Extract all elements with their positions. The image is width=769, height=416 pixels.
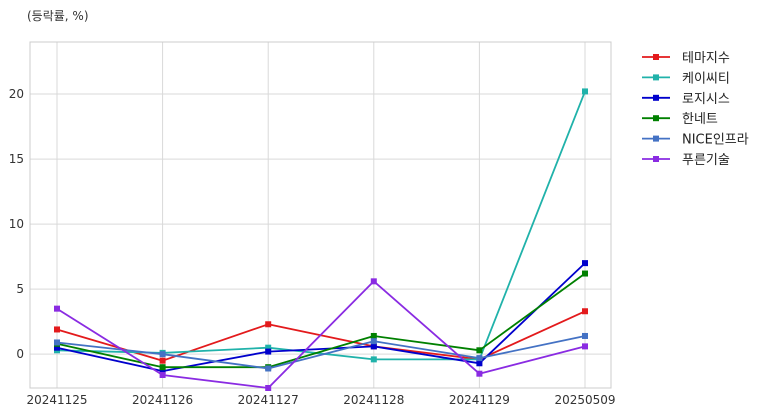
series-2 [54, 88, 588, 363]
x-tick-label: 20241125 [26, 393, 87, 407]
data-point [370, 356, 377, 363]
data-point [159, 364, 166, 371]
y-axis-ticks: 0 5 10 15 20 [9, 87, 24, 361]
legend-label: 로지시스 [682, 92, 730, 107]
data-point [582, 332, 588, 339]
y-tick-label: 10 [9, 217, 24, 231]
data-point [159, 357, 166, 364]
data-point [370, 343, 377, 350]
legend-item: 한네트 [642, 112, 718, 127]
data-point [582, 88, 588, 95]
plot-frame [29, 41, 612, 389]
data-point [476, 360, 483, 367]
data-point [370, 332, 377, 339]
series-line [56, 91, 586, 361]
data-point [265, 365, 272, 372]
data-point [159, 351, 166, 358]
legend-item: NICE인프라 [642, 133, 749, 148]
series-line [56, 280, 586, 389]
series-line [56, 262, 586, 373]
x-tick-label: 20241129 [449, 393, 510, 407]
y-tick-label: 20 [9, 87, 24, 101]
series-line [56, 335, 586, 370]
legend-item: 케이씨티 [642, 71, 730, 86]
unit-label: (등락률, %) [27, 9, 89, 23]
legend-label: 한네트 [682, 112, 718, 127]
legend-item: 로지시스 [642, 92, 730, 107]
data-point [265, 344, 272, 351]
data-point [582, 260, 588, 267]
data-point [265, 348, 272, 355]
data-point [582, 270, 588, 277]
data-point [582, 343, 588, 350]
data-point [370, 278, 377, 285]
x-tick-label: 20241128 [343, 393, 404, 407]
legend-swatch-marker [653, 135, 659, 142]
data-point [370, 338, 377, 345]
data-point [265, 385, 272, 391]
legend-label: 푸른기술 [682, 153, 730, 168]
grid [30, 42, 611, 388]
data-point [476, 355, 483, 362]
data-point [54, 344, 60, 351]
data-point [54, 326, 60, 333]
data-point [265, 321, 272, 328]
legend-label: NICE인프라 [682, 133, 749, 148]
data-point [54, 339, 60, 346]
x-tick-label: 20241127 [238, 393, 299, 407]
legend-item: 푸른기술 [642, 153, 730, 168]
series-3 [54, 260, 588, 375]
legend-item: 테마지수 [642, 51, 730, 66]
legend-label: 케이씨티 [682, 71, 730, 86]
legend-swatch-marker [653, 54, 659, 60]
data-point [159, 371, 166, 378]
legend-label: 테마지수 [682, 51, 730, 66]
data-point [54, 305, 60, 312]
y-tick-label: 5 [16, 282, 24, 296]
legend-swatch-marker [653, 115, 659, 122]
legend-swatch-marker [653, 156, 659, 162]
data-point [582, 308, 588, 315]
data-point [476, 347, 483, 354]
x-tick-label: 20250509 [554, 393, 615, 407]
y-tick-label: 0 [16, 347, 24, 361]
x-axis-ticks: 20241125 20241126 20241127 20241128 20241129… [26, 393, 615, 407]
legend-swatch-marker [653, 74, 659, 81]
legend-swatch-marker [653, 94, 659, 101]
x-tick-label: 20241126 [132, 393, 193, 407]
series-5 [54, 332, 588, 372]
y-tick-label: 15 [9, 152, 24, 166]
series-group [54, 88, 588, 391]
series-6 [54, 278, 588, 391]
data-point [476, 370, 483, 377]
data-point [159, 368, 166, 375]
